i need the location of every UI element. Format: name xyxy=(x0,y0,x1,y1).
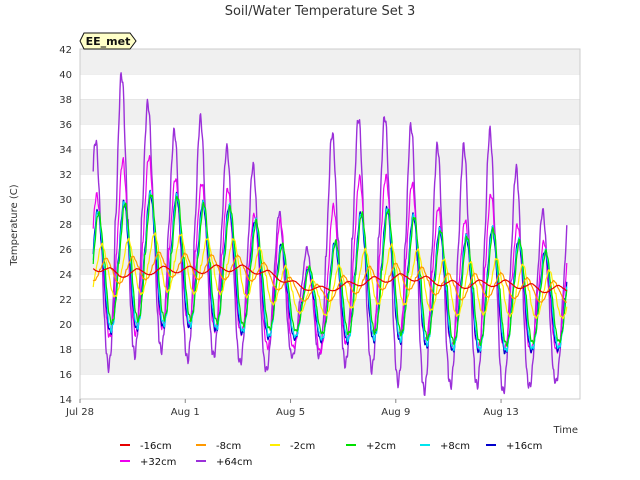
series-line-minus2cm xyxy=(92,232,568,320)
series-lines xyxy=(92,72,568,396)
legend-label: -8cm xyxy=(216,441,241,452)
series-line-minus16cm xyxy=(92,264,568,294)
x-tick-label: Jul 28 xyxy=(65,407,94,418)
y-axis-label: Temperature (C) xyxy=(9,184,20,266)
chart-title: Soil/Water Temperature Set 3 xyxy=(225,4,416,19)
legend-item-plus8cm: +8cm xyxy=(420,441,470,452)
y-tick-label: 24 xyxy=(59,270,72,281)
y-tick-label: 30 xyxy=(59,195,72,206)
legend-label: -16cm xyxy=(140,441,172,452)
x-axis-ticks: Jul 28 Aug 1 Aug 5 Aug 9 Aug 13 xyxy=(65,399,519,418)
y-tick-label: 20 xyxy=(59,320,72,331)
legend-item-minus8cm: -8cm xyxy=(196,441,241,452)
legend-item-plus32cm: +32cm xyxy=(120,457,176,468)
legend-label: +32cm xyxy=(140,457,176,468)
x-tick-label: Aug 5 xyxy=(276,407,305,418)
y-tick-label: 40 xyxy=(59,70,72,81)
y-tick-label: 36 xyxy=(59,120,72,131)
y-axis-ticks: 14 16 18 20 22 24 26 28 30 32 34 36 38 40 42 xyxy=(59,45,72,406)
y-tick-label: 14 xyxy=(59,395,72,406)
series-line-plus2cm xyxy=(92,194,568,348)
x-axis-label: Time xyxy=(553,425,578,436)
y-tick-label: 22 xyxy=(59,295,72,306)
grid-band xyxy=(80,74,580,99)
grid-band xyxy=(80,49,580,74)
y-tick-label: 18 xyxy=(59,345,72,356)
legend-label: +16cm xyxy=(506,441,542,452)
y-tick-label: 26 xyxy=(59,245,72,256)
y-tick-label: 42 xyxy=(59,45,72,56)
plot-frame xyxy=(79,48,581,400)
legend-item-minus16cm: -16cm xyxy=(120,441,172,452)
legend-label: +64cm xyxy=(216,457,252,468)
legend-item-plus2cm: +2cm xyxy=(346,441,396,452)
legend-label: +2cm xyxy=(366,441,396,452)
y-tick-label: 28 xyxy=(59,220,72,231)
legend-label: -2cm xyxy=(290,441,315,452)
legend-item-plus64cm: +64cm xyxy=(196,457,252,468)
y-tick-label: 38 xyxy=(59,95,72,106)
badge-shape xyxy=(79,32,137,50)
y-tick-label: 34 xyxy=(59,145,72,156)
grid-band xyxy=(80,199,580,224)
ee-met-badge: EE_met xyxy=(79,32,137,50)
x-tick-label: Aug 13 xyxy=(483,407,518,418)
legend-item-minus2cm: -2cm xyxy=(270,441,315,452)
grid-band xyxy=(80,349,580,374)
legend: -16cm -8cm -2cm +2cm +8cm +16cm +32cm +64cm xyxy=(120,441,542,468)
x-tick-label: Aug 1 xyxy=(171,407,200,418)
series-line-plus64cm xyxy=(92,72,568,396)
y-tick-label: 16 xyxy=(59,370,72,381)
grid-band xyxy=(80,99,580,124)
x-tick-label: Aug 9 xyxy=(381,407,410,418)
series-line-minus8cm xyxy=(92,251,568,303)
legend-item-plus16cm: +16cm xyxy=(486,441,542,452)
grid-band xyxy=(80,374,580,399)
badge-label: EE_met xyxy=(86,35,131,48)
series-line-plus32cm xyxy=(92,155,568,354)
legend-label: +8cm xyxy=(440,441,470,452)
y-tick-label: 32 xyxy=(59,170,72,181)
